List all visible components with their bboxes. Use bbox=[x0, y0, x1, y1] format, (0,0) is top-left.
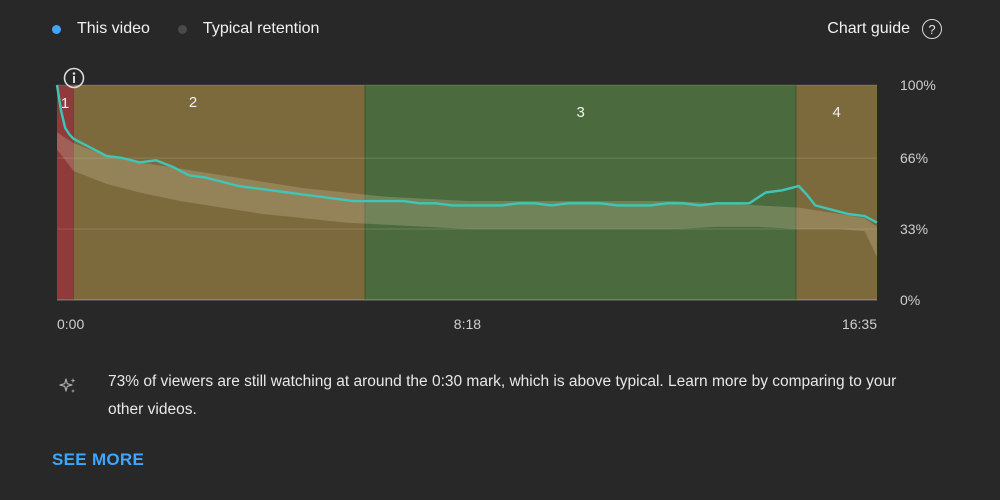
segment-label-3: 3 bbox=[577, 104, 585, 121]
chart-guide-label: Chart guide bbox=[827, 20, 910, 37]
see-more-link[interactable]: SEE MORE bbox=[52, 450, 145, 469]
typical-retention-dot-icon bbox=[177, 24, 187, 34]
x-tick-label: 0:00 bbox=[57, 316, 84, 332]
typical-retention-band bbox=[57, 132, 877, 257]
y-tick-label: 66% bbox=[900, 150, 928, 166]
chapter-segments: 1 2 3 4 bbox=[57, 85, 877, 300]
this-video-retention-line bbox=[55, 84, 878, 224]
info-icon[interactable] bbox=[63, 67, 85, 89]
y-tick-label: 33% bbox=[900, 221, 928, 237]
chart-guide-button[interactable]: Chart guide ? bbox=[827, 19, 942, 39]
segment-label-2: 2 bbox=[189, 94, 197, 111]
insight-panel: 73% of viewers are still watching at aro… bbox=[58, 368, 908, 424]
sparkle-icon bbox=[59, 378, 76, 393]
legend-this-video-label: This video bbox=[77, 20, 150, 37]
y-tick-label: 0% bbox=[900, 292, 920, 308]
help-circle-icon: ? bbox=[922, 19, 942, 39]
x-tick-label: 8:18 bbox=[454, 316, 481, 332]
segment-4[interactable] bbox=[796, 85, 877, 300]
this-video-dot-icon bbox=[52, 24, 61, 34]
typical-retention-area bbox=[57, 132, 877, 257]
y-tick-label: 100% bbox=[900, 77, 936, 93]
axis-labels: 100% 66% 33% 0% 0:00 8:18 16:35 bbox=[57, 77, 936, 332]
segment-label-1: 1 bbox=[61, 95, 69, 112]
insight-text: 73% of viewers are still watching at aro… bbox=[108, 373, 897, 418]
retention-chart: 1 2 3 4 100% 66% 33% 0% 0:00 8:18 16:35 bbox=[55, 67, 936, 332]
segment-1[interactable] bbox=[57, 85, 74, 300]
grid-lines bbox=[57, 84, 877, 301]
legend-typical-label: Typical retention bbox=[202, 20, 320, 37]
segment-label-4: 4 bbox=[832, 104, 840, 121]
chart-legend: This video Typical retention bbox=[52, 20, 319, 38]
segment-2[interactable] bbox=[73, 85, 366, 300]
legend-typical-retention[interactable]: Typical retention bbox=[177, 20, 320, 38]
this-video-line bbox=[55, 84, 878, 224]
x-tick-label: 16:35 bbox=[842, 316, 877, 332]
segment-3[interactable] bbox=[365, 85, 797, 300]
legend-this-video[interactable]: This video bbox=[52, 20, 150, 38]
